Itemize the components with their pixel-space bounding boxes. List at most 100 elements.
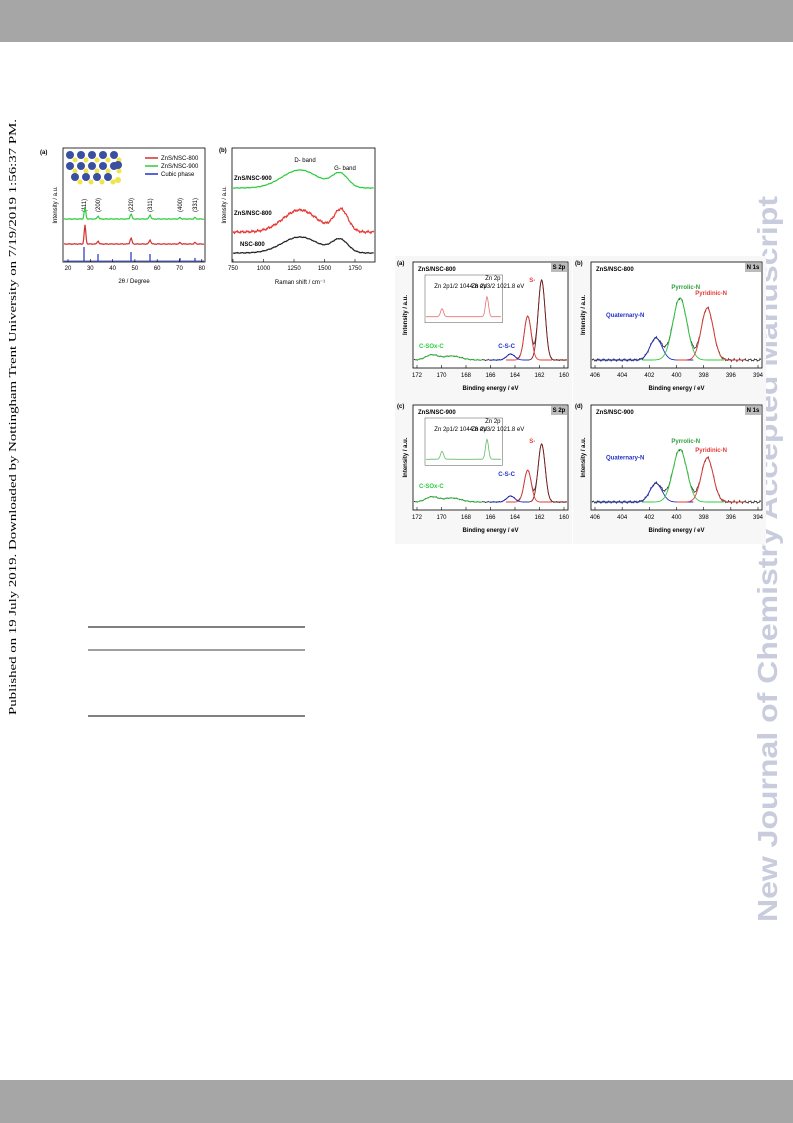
curve [63, 224, 205, 246]
atom [99, 162, 107, 170]
peak-label: C-S-C [498, 344, 515, 350]
x-tick-label: 170 [436, 515, 447, 521]
atom [77, 179, 83, 185]
curve [63, 206, 205, 221]
x-tick-label: 396 [726, 373, 737, 379]
peak-label: S- [529, 278, 535, 284]
x-tick-label: 168 [461, 515, 472, 521]
x-tick-label: 398 [699, 373, 710, 379]
tag-box [551, 263, 567, 272]
header-bar [0, 0, 793, 42]
peak-label: (311) [148, 198, 154, 212]
atom [66, 162, 74, 170]
table-rules [88, 626, 305, 717]
x-tick-label: 164 [510, 373, 521, 379]
plot-frame [231, 147, 376, 263]
x-tick-label: 402 [644, 373, 655, 379]
inset-frame [424, 417, 503, 466]
sample-label: ZnS/NSC-800 [596, 267, 634, 273]
trace-label: ZnS/NSC-800 [234, 211, 272, 217]
peak-label: Pyridinic-N [695, 448, 727, 454]
side-note: Published on 19 July 2019. Downloaded by… [7, 119, 19, 715]
legend-label: ZnS/NSC-800 [161, 156, 199, 162]
trace-label: NSC-800 [240, 242, 265, 248]
y-axis-label: Intensity / a.u. [581, 295, 587, 335]
atom [83, 157, 89, 163]
panel-label: (c) [397, 404, 404, 410]
sample-label: ZnS/NSC-900 [596, 410, 634, 416]
plot-frame [62, 147, 206, 263]
x-tick-label: 394 [753, 373, 764, 379]
x-axis-label: 2θ / Degree [118, 279, 150, 285]
tag-label: S 2p [553, 265, 566, 271]
x-tick-label: 166 [485, 373, 496, 379]
sample-label: ZnS/NSC-900 [418, 410, 456, 416]
band-label: G- band [334, 166, 356, 172]
inset-label: Zn 2p1/2 1044.8 eV [434, 427, 487, 433]
x-tick-label: 160 [559, 373, 570, 379]
tag-box [745, 406, 761, 415]
fit-peak [676, 307, 745, 361]
atom [77, 151, 85, 159]
atom [82, 173, 90, 181]
atom [88, 151, 96, 159]
inset-label: Zn 2p3/2 1021.8 eV [472, 284, 525, 290]
panel-label: (a) [397, 261, 404, 267]
x-axis-label: Binding energy / eV [462, 528, 518, 534]
curve [232, 206, 375, 235]
x-tick-label: 30 [87, 266, 94, 272]
fit-peak [506, 469, 553, 503]
sample-label: ZnS/NSC-800 [418, 267, 456, 273]
legend-label: ZnS/NSC-900 [161, 164, 199, 170]
inset-spectrum [426, 438, 501, 460]
tag-label: S 2p [553, 408, 566, 414]
fit-peak [490, 353, 529, 361]
fit-peak [414, 496, 483, 503]
x-tick-label: 172 [412, 373, 423, 379]
peak-label: Pyrrolic-N [671, 439, 700, 445]
x-tick-label: 164 [510, 515, 521, 521]
plot-frame [590, 404, 763, 511]
x-tick-label: 400 [671, 515, 682, 521]
x-tick-label: 1750 [348, 266, 362, 272]
band-label: D- band [294, 158, 315, 164]
x-tick-label: 70 [176, 266, 183, 272]
legend-atom [114, 161, 122, 169]
peak-label: (111) [82, 199, 88, 212]
inset-label: Zn 2p1/2 1044.8 eV [434, 284, 487, 290]
panel-label: (b) [219, 148, 227, 154]
atom [72, 157, 78, 163]
atom [66, 151, 74, 159]
tag-box [745, 263, 761, 272]
fit-peak [490, 495, 529, 503]
inset-tag: Zn 2p [485, 419, 501, 425]
x-tick-label: 162 [534, 373, 545, 379]
atom [72, 168, 78, 174]
inset-tag: Zn 2p [485, 276, 501, 282]
atom [99, 179, 105, 185]
peak-label: Quaternary-N [606, 313, 644, 319]
x-tick-label: 166 [485, 515, 496, 521]
atom [88, 179, 94, 185]
tag-label: N 1s [747, 408, 760, 414]
x-axis-label: Binding energy / eV [648, 386, 704, 392]
atom [110, 179, 116, 185]
x-axis-label: Raman shift / cm⁻¹ [275, 280, 325, 286]
peak-label: Pyrrolic-N [671, 285, 700, 291]
peak-label: S- [529, 439, 535, 445]
panel-label: (b) [575, 261, 583, 267]
legend-atom [115, 177, 121, 183]
x-tick-label: 402 [644, 515, 655, 521]
x-tick-label: 162 [534, 515, 545, 521]
peak-label: Pyridinic-N [695, 291, 727, 297]
x-tick-label: 160 [559, 515, 570, 521]
x-tick-label: 80 [198, 266, 205, 272]
peak-label: (220) [129, 198, 135, 212]
y-axis-label: Intensity / a.u. [403, 437, 409, 477]
atom [105, 168, 111, 174]
y-axis-label: Intensity / a.u. [222, 186, 228, 224]
x-tick-label: 170 [436, 373, 447, 379]
atom [110, 151, 118, 159]
x-tick-label: 1500 [318, 266, 332, 272]
y-axis-label: Intensity / a.u. [403, 295, 409, 335]
